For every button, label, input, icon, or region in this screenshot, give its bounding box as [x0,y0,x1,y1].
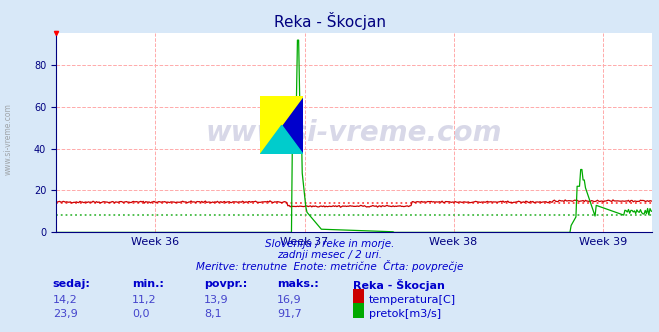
Text: Meritve: trenutne  Enote: metrične  Črta: povprečje: Meritve: trenutne Enote: metrične Črta: … [196,260,463,272]
Text: min.:: min.: [132,279,163,289]
Text: Slovenija / reke in morje.: Slovenija / reke in morje. [265,239,394,249]
Text: 0,0: 0,0 [132,309,150,319]
Text: 8,1: 8,1 [204,309,222,319]
Polygon shape [260,96,303,154]
Text: sedaj:: sedaj: [53,279,90,289]
Polygon shape [260,96,303,154]
Text: Reka - Škocjan: Reka - Škocjan [353,279,444,291]
Text: 11,2: 11,2 [132,295,156,305]
Text: Reka - Škocjan: Reka - Škocjan [273,12,386,30]
Text: www.si-vreme.com: www.si-vreme.com [206,119,502,147]
Text: 16,9: 16,9 [277,295,301,305]
Text: 23,9: 23,9 [53,309,78,319]
Text: temperatura[C]: temperatura[C] [369,295,456,305]
Text: 13,9: 13,9 [204,295,229,305]
Text: 14,2: 14,2 [53,295,78,305]
Text: maks.:: maks.: [277,279,318,289]
Text: 91,7: 91,7 [277,309,302,319]
Text: povpr.:: povpr.: [204,279,248,289]
Text: pretok[m3/s]: pretok[m3/s] [369,309,441,319]
Text: www.si-vreme.com: www.si-vreme.com [3,104,13,175]
Polygon shape [260,125,303,154]
Text: zadnji mesec / 2 uri.: zadnji mesec / 2 uri. [277,250,382,260]
